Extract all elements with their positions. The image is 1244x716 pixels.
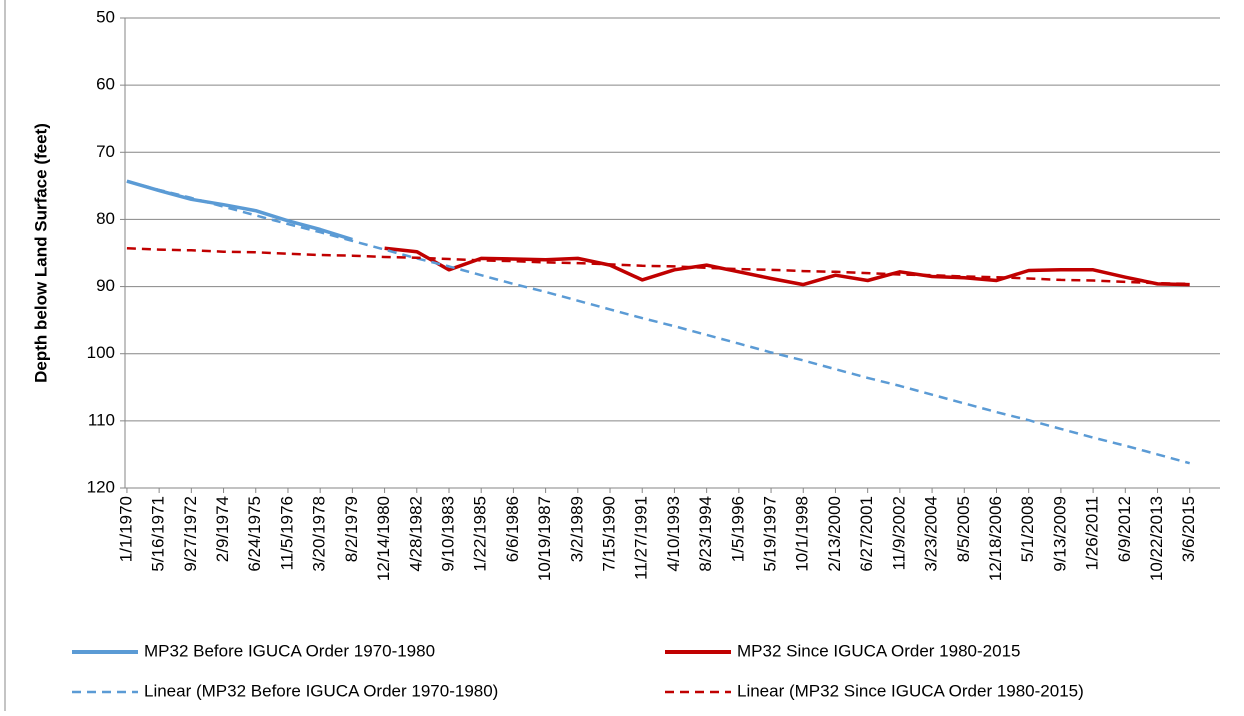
x-tick-label: 3/20/1978 [310,496,329,572]
x-tick-label: 9/10/1983 [438,496,457,572]
y-tick-label: 80 [96,209,115,228]
x-tick-label: 6/6/1986 [503,496,522,562]
trend-line [126,179,1191,465]
legend-label: Linear (MP32 Since IGUCA Order 1980-2015… [737,681,1084,700]
x-tick-label: 3/23/2004 [922,496,941,572]
x-tick-label: 9/27/1972 [181,496,200,572]
x-tick-label: 11/27/1991 [632,496,651,580]
x-tick-label: 1/22/1985 [471,496,490,572]
x-tick-label: 3/6/2015 [1179,496,1198,562]
x-tick-label: 8/23/1994 [696,496,715,572]
y-tick-label: 90 [96,276,115,295]
y-tick-label: 100 [87,343,115,362]
x-tick-label: 1/1/1970 [116,496,135,562]
x-tick-label: 12/14/1980 [374,496,393,581]
x-tick-label: 2/13/2000 [825,496,844,572]
x-tick-label: 5/1/2008 [1018,496,1037,562]
x-tick-label: 11/9/2002 [889,496,908,570]
x-tick-label: 10/22/2013 [1147,496,1166,581]
x-tick-label: 10/1/1998 [793,496,812,572]
x-tick-label: 4/28/1982 [406,496,425,572]
y-tick-label: 120 [87,477,115,496]
x-tick-label: 6/9/2012 [1115,496,1134,562]
x-tick-label: 8/2/1979 [342,496,361,562]
legend-label: MP32 Since IGUCA Order 1980-2015 [737,641,1020,660]
trend-line [126,247,1190,286]
y-tick-label: 60 [96,75,115,94]
x-tick-label: 10/19/1987 [535,496,554,581]
x-tick-label: 6/24/1975 [245,496,264,572]
series-line [384,246,1190,287]
x-tick-label: 5/19/1997 [761,496,780,572]
y-tick-label: 110 [88,410,115,429]
y-tick-label: 50 [96,7,115,26]
x-tick-label: 2/9/1974 [213,496,232,562]
y-tick-label: 70 [96,142,115,161]
x-tick-label: 1/26/2011 [1083,496,1102,570]
x-tick-label: 8/5/2005 [954,496,973,562]
x-tick-label: 7/15/1990 [600,496,619,572]
x-tick-label: 1/5/1996 [728,496,747,562]
x-tick-label: 12/18/2006 [986,496,1005,581]
y-axis-label: Depth below Land Surface (feet) [31,123,50,383]
x-tick-label: 6/27/2001 [857,496,876,572]
x-tick-label: 11/5/1976 [277,496,296,570]
x-tick-label: 3/2/1989 [567,496,586,562]
x-tick-label: 9/13/2009 [1050,496,1069,572]
legend-label: Linear (MP32 Before IGUCA Order 1970-198… [144,681,498,700]
x-tick-label: 4/10/1993 [664,496,683,572]
legend-label: MP32 Before IGUCA Order 1970-1980 [144,641,435,660]
x-tick-label: 5/16/1971 [149,496,168,572]
series-line [126,179,353,242]
